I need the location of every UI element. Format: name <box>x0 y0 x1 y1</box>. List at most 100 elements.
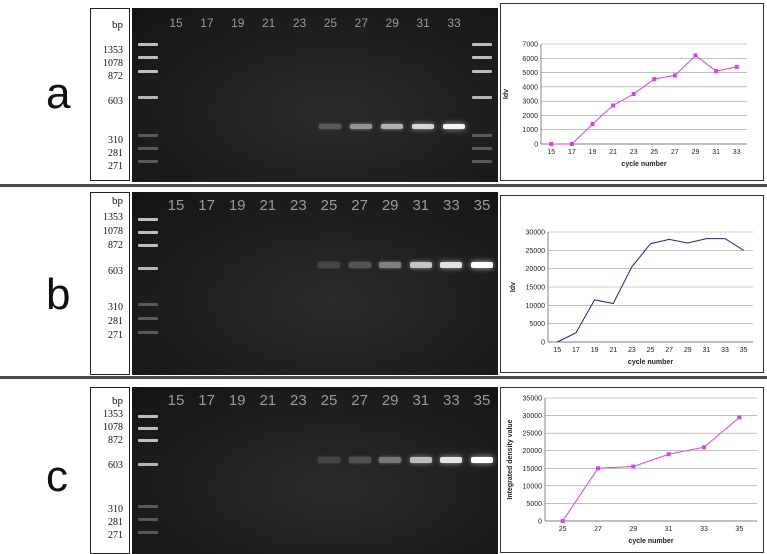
chart-c: 0 5000 10000 15000 20000 25000 30000 35000 25 27 2… <box>507 396 757 545</box>
lane-number: 17 <box>200 16 214 30</box>
ladder-band <box>138 160 158 163</box>
ladder-legend-a: bp 1353 1078 872 603 310 281 271 <box>90 8 130 181</box>
gel-band <box>350 124 373 129</box>
y-tick-label: 20000 <box>526 266 546 273</box>
y-tick-label: 6000 <box>522 56 538 63</box>
lane-number: 25 <box>323 16 338 30</box>
ladder-label: 310 <box>108 302 123 313</box>
y-tick-label: 0 <box>534 142 538 149</box>
gel-band <box>409 457 432 463</box>
lane-number: 21 <box>259 392 277 409</box>
x-tick-label: 29 <box>629 526 637 533</box>
y-tick-label: 5000 <box>529 321 545 328</box>
gel-band <box>409 262 432 268</box>
ladder-label: 310 <box>108 135 123 146</box>
x-tick-label: 21 <box>609 149 617 156</box>
x-tick-label: 29 <box>684 347 692 354</box>
lane-number: 27 <box>351 197 368 214</box>
ladder-band <box>472 134 492 137</box>
gel-image-c: 15 17 19 21 23 25 27 29 31 33 35 <box>132 387 498 554</box>
ladder-band <box>472 96 492 99</box>
ladder-band <box>138 505 158 508</box>
gel-band <box>319 124 342 129</box>
ladder-label: 271 <box>108 530 123 541</box>
y-tick-label: 7000 <box>522 42 538 49</box>
series-line <box>562 416 740 522</box>
x-tick-label: 27 <box>665 347 673 354</box>
lane-number: 23 <box>290 392 307 409</box>
x-tick-label: 15 <box>547 149 555 156</box>
x-tick-label: 31 <box>712 149 720 156</box>
ladder-band <box>138 317 158 320</box>
gel-band <box>379 457 402 463</box>
y-tick-label: 35000 <box>523 396 543 403</box>
lane-number: 29 <box>381 392 399 409</box>
ladder-label: 1078 <box>103 422 123 433</box>
ladder-label: 281 <box>108 148 123 159</box>
lane-number: 35 <box>473 392 491 409</box>
lane-number: 23 <box>292 16 307 30</box>
ladder-header: bp <box>112 195 123 207</box>
ladder-band <box>138 531 158 534</box>
lane-number: 31 <box>412 392 430 409</box>
gel-background <box>132 192 498 375</box>
ladder-band <box>138 231 158 234</box>
data-point <box>737 415 742 420</box>
y-tick-label: 30000 <box>523 413 543 420</box>
ladder-band <box>138 56 158 59</box>
ladder-band <box>138 415 158 418</box>
x-tick-label: 31 <box>703 347 711 354</box>
lane-number: 19 <box>228 392 246 409</box>
ladder-band <box>472 43 492 46</box>
x-tick-label: 29 <box>692 149 700 156</box>
ladder-label: 1078 <box>103 58 123 69</box>
y-tick-label: 15000 <box>523 466 543 473</box>
x-tick-label: 33 <box>721 347 729 354</box>
data-point <box>666 452 671 457</box>
lane-number: 23 <box>290 197 307 214</box>
gel-image-a: 15 17 19 21 23 25 27 29 31 33 <box>132 8 498 182</box>
data-point <box>652 77 657 81</box>
x-tick-label: 33 <box>700 526 708 533</box>
ladder-band <box>472 147 492 150</box>
x-tick-label: 25 <box>559 526 567 533</box>
chart-panel-c: 0 5000 10000 15000 20000 25000 30000 35000 25 27 2… <box>500 387 764 553</box>
ladder-legend-c: bp 1353 1078 872 603 310 281 271 <box>90 387 130 554</box>
chart-panel-a: 0 1000 2000 3000 4000 5000 6000 7000 15 17 19 21 23 2… <box>500 3 764 181</box>
lane-number: 33 <box>443 197 460 214</box>
y-tick-label: 15000 <box>526 285 546 292</box>
data-point <box>714 69 719 74</box>
lane-number: 17 <box>198 197 215 214</box>
x-tick-label: 25 <box>650 149 658 156</box>
divider <box>0 184 767 187</box>
gel-band <box>440 262 463 268</box>
x-tick-label: 17 <box>572 347 580 354</box>
x-tick-label: 35 <box>735 526 743 533</box>
y-axis-title: Idv <box>503 89 510 99</box>
lane-number: 29 <box>381 197 399 214</box>
gel-band <box>318 262 340 268</box>
lane-number: 25 <box>320 392 338 409</box>
ladder-band <box>138 439 158 442</box>
y-tick-label: 10000 <box>523 483 543 490</box>
y-axis-title: Idv <box>510 282 517 292</box>
ladder-label: 603 <box>108 266 123 277</box>
data-point <box>672 73 677 78</box>
ladder-label: 271 <box>108 161 123 172</box>
x-tick-label: 33 <box>733 149 741 156</box>
gel-band <box>440 457 463 463</box>
ladder-legend-b: bp 1353 1078 872 603 310 281 271 <box>90 192 130 375</box>
chart-a: 0 1000 2000 3000 4000 5000 6000 7000 15 17 19 21 23 2… <box>503 42 747 168</box>
ladder-label: 872 <box>108 71 123 82</box>
x-tick-label: 27 <box>671 149 679 156</box>
ladder-band <box>138 244 158 247</box>
ladder-label: 1353 <box>103 409 123 420</box>
gel-background <box>132 387 498 554</box>
data-point <box>569 142 574 146</box>
panel-label-a: a <box>46 69 71 118</box>
ladder-label: 1353 <box>103 212 123 223</box>
lane-number: 17 <box>198 392 215 409</box>
lane-number: 21 <box>261 16 276 30</box>
gel-image-b: 15 17 19 21 23 25 27 29 31 33 35 <box>132 192 498 375</box>
y-axis-title: Integrated density value <box>507 419 514 499</box>
